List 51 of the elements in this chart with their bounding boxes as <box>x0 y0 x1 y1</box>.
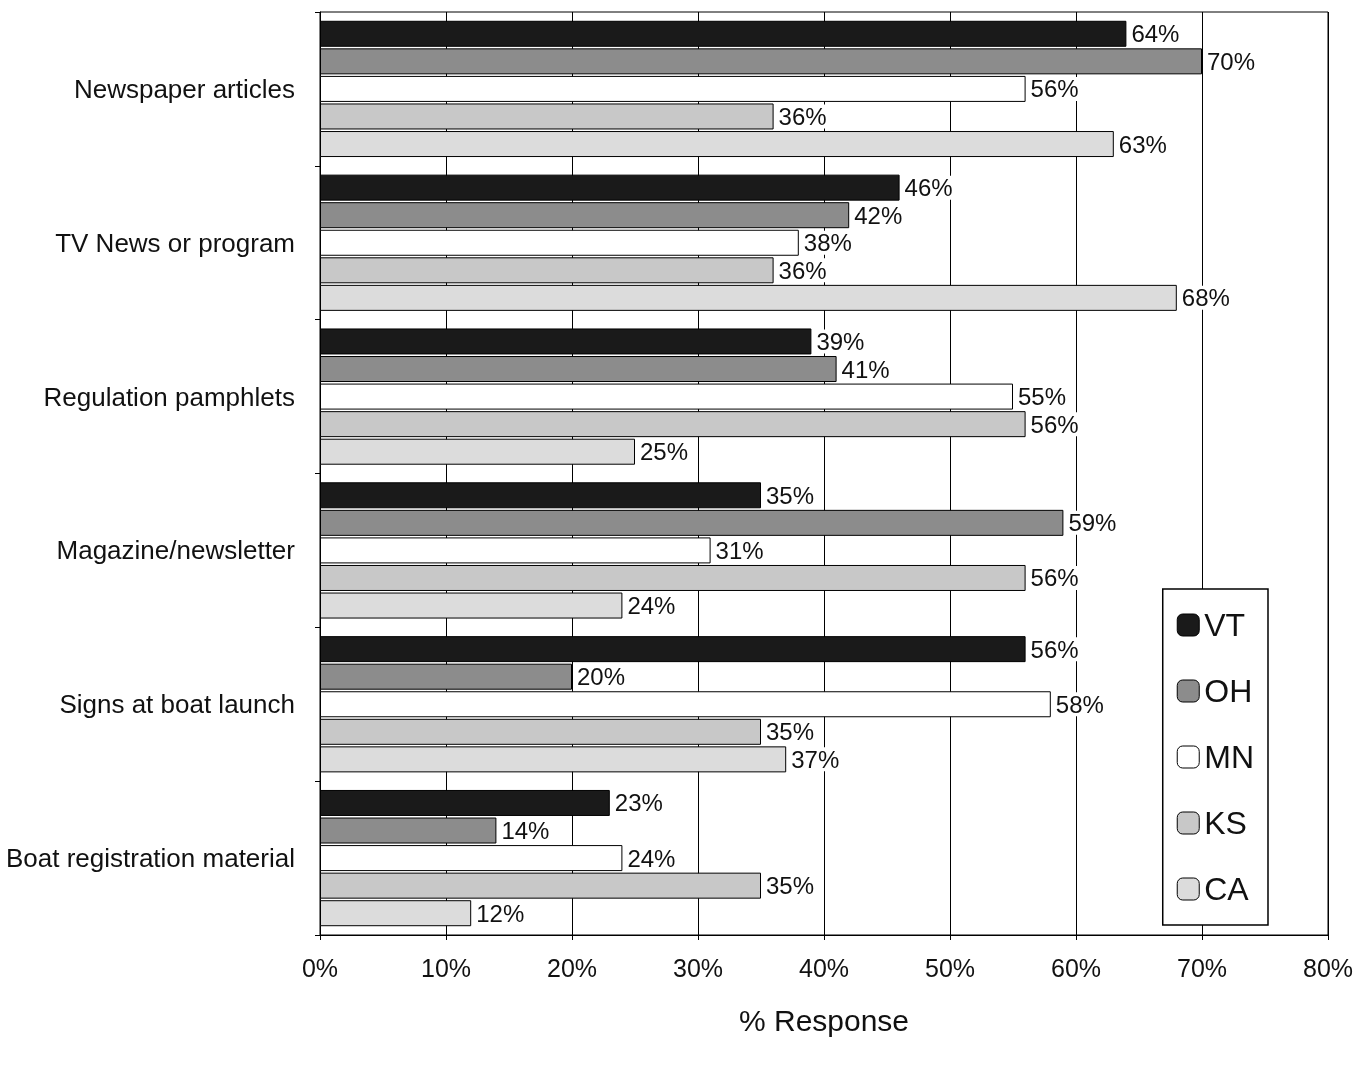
x-tick-label: 50% <box>924 953 976 982</box>
y-tick-label: Regulation pamphlets <box>43 381 295 412</box>
x-tick-label: 80% <box>1302 953 1354 982</box>
data-label: 14% <box>501 817 550 845</box>
x-tick-label: 30% <box>672 953 724 982</box>
x-axis-title: % Response <box>738 1003 910 1037</box>
y-tick-label: Newspaper articles <box>73 73 295 104</box>
data-label: 56% <box>1030 75 1079 103</box>
data-label: 46% <box>904 174 953 202</box>
data-label: 24% <box>627 592 676 620</box>
data-label: 64% <box>1131 20 1180 48</box>
data-label: 55% <box>1018 383 1067 411</box>
x-tick-label: 40% <box>798 953 850 982</box>
x-tick-label: 20% <box>546 953 598 982</box>
data-label: 56% <box>1030 635 1079 663</box>
x-tick-label: 0% <box>301 953 339 982</box>
data-label: 31% <box>715 536 764 564</box>
data-label: 58% <box>1055 690 1104 718</box>
x-tick-label: 70% <box>1176 953 1228 982</box>
data-label: 36% <box>778 256 827 284</box>
y-tick-label: Magazine/newsletter <box>56 535 296 566</box>
data-label: 24% <box>627 844 676 872</box>
data-label: 56% <box>1030 410 1079 438</box>
data-label: 12% <box>476 899 525 927</box>
x-tick-label: 10% <box>420 953 472 982</box>
legend-label: CA <box>1204 871 1250 907</box>
data-label: 35% <box>766 481 815 509</box>
y-tick-label: Signs at boat launch <box>59 689 295 720</box>
data-label: 35% <box>766 718 815 746</box>
data-label: 39% <box>816 327 865 355</box>
data-label: 38% <box>803 229 852 257</box>
data-label: 20% <box>577 663 626 691</box>
legend-label: MN <box>1204 739 1254 775</box>
data-label: 56% <box>1030 564 1079 592</box>
x-tick-label: 60% <box>1050 953 1102 982</box>
data-label: 25% <box>640 438 689 466</box>
legend-label: OH <box>1204 673 1253 709</box>
data-label: 70% <box>1207 47 1256 75</box>
legend-label: VT <box>1204 607 1246 643</box>
data-label: 42% <box>854 201 903 229</box>
data-label: 35% <box>766 872 815 900</box>
data-label: 23% <box>614 789 663 817</box>
data-label: 37% <box>791 745 840 773</box>
data-label: 59% <box>1068 509 1117 537</box>
data-label: 36% <box>778 102 827 130</box>
y-tick-label: TV News or program <box>55 227 295 258</box>
data-label: 41% <box>841 355 890 383</box>
data-label: 63% <box>1118 130 1167 158</box>
data-label: 68% <box>1181 284 1230 312</box>
y-tick-label: Boat registration material <box>5 843 295 874</box>
legend-label: KS <box>1204 805 1247 841</box>
